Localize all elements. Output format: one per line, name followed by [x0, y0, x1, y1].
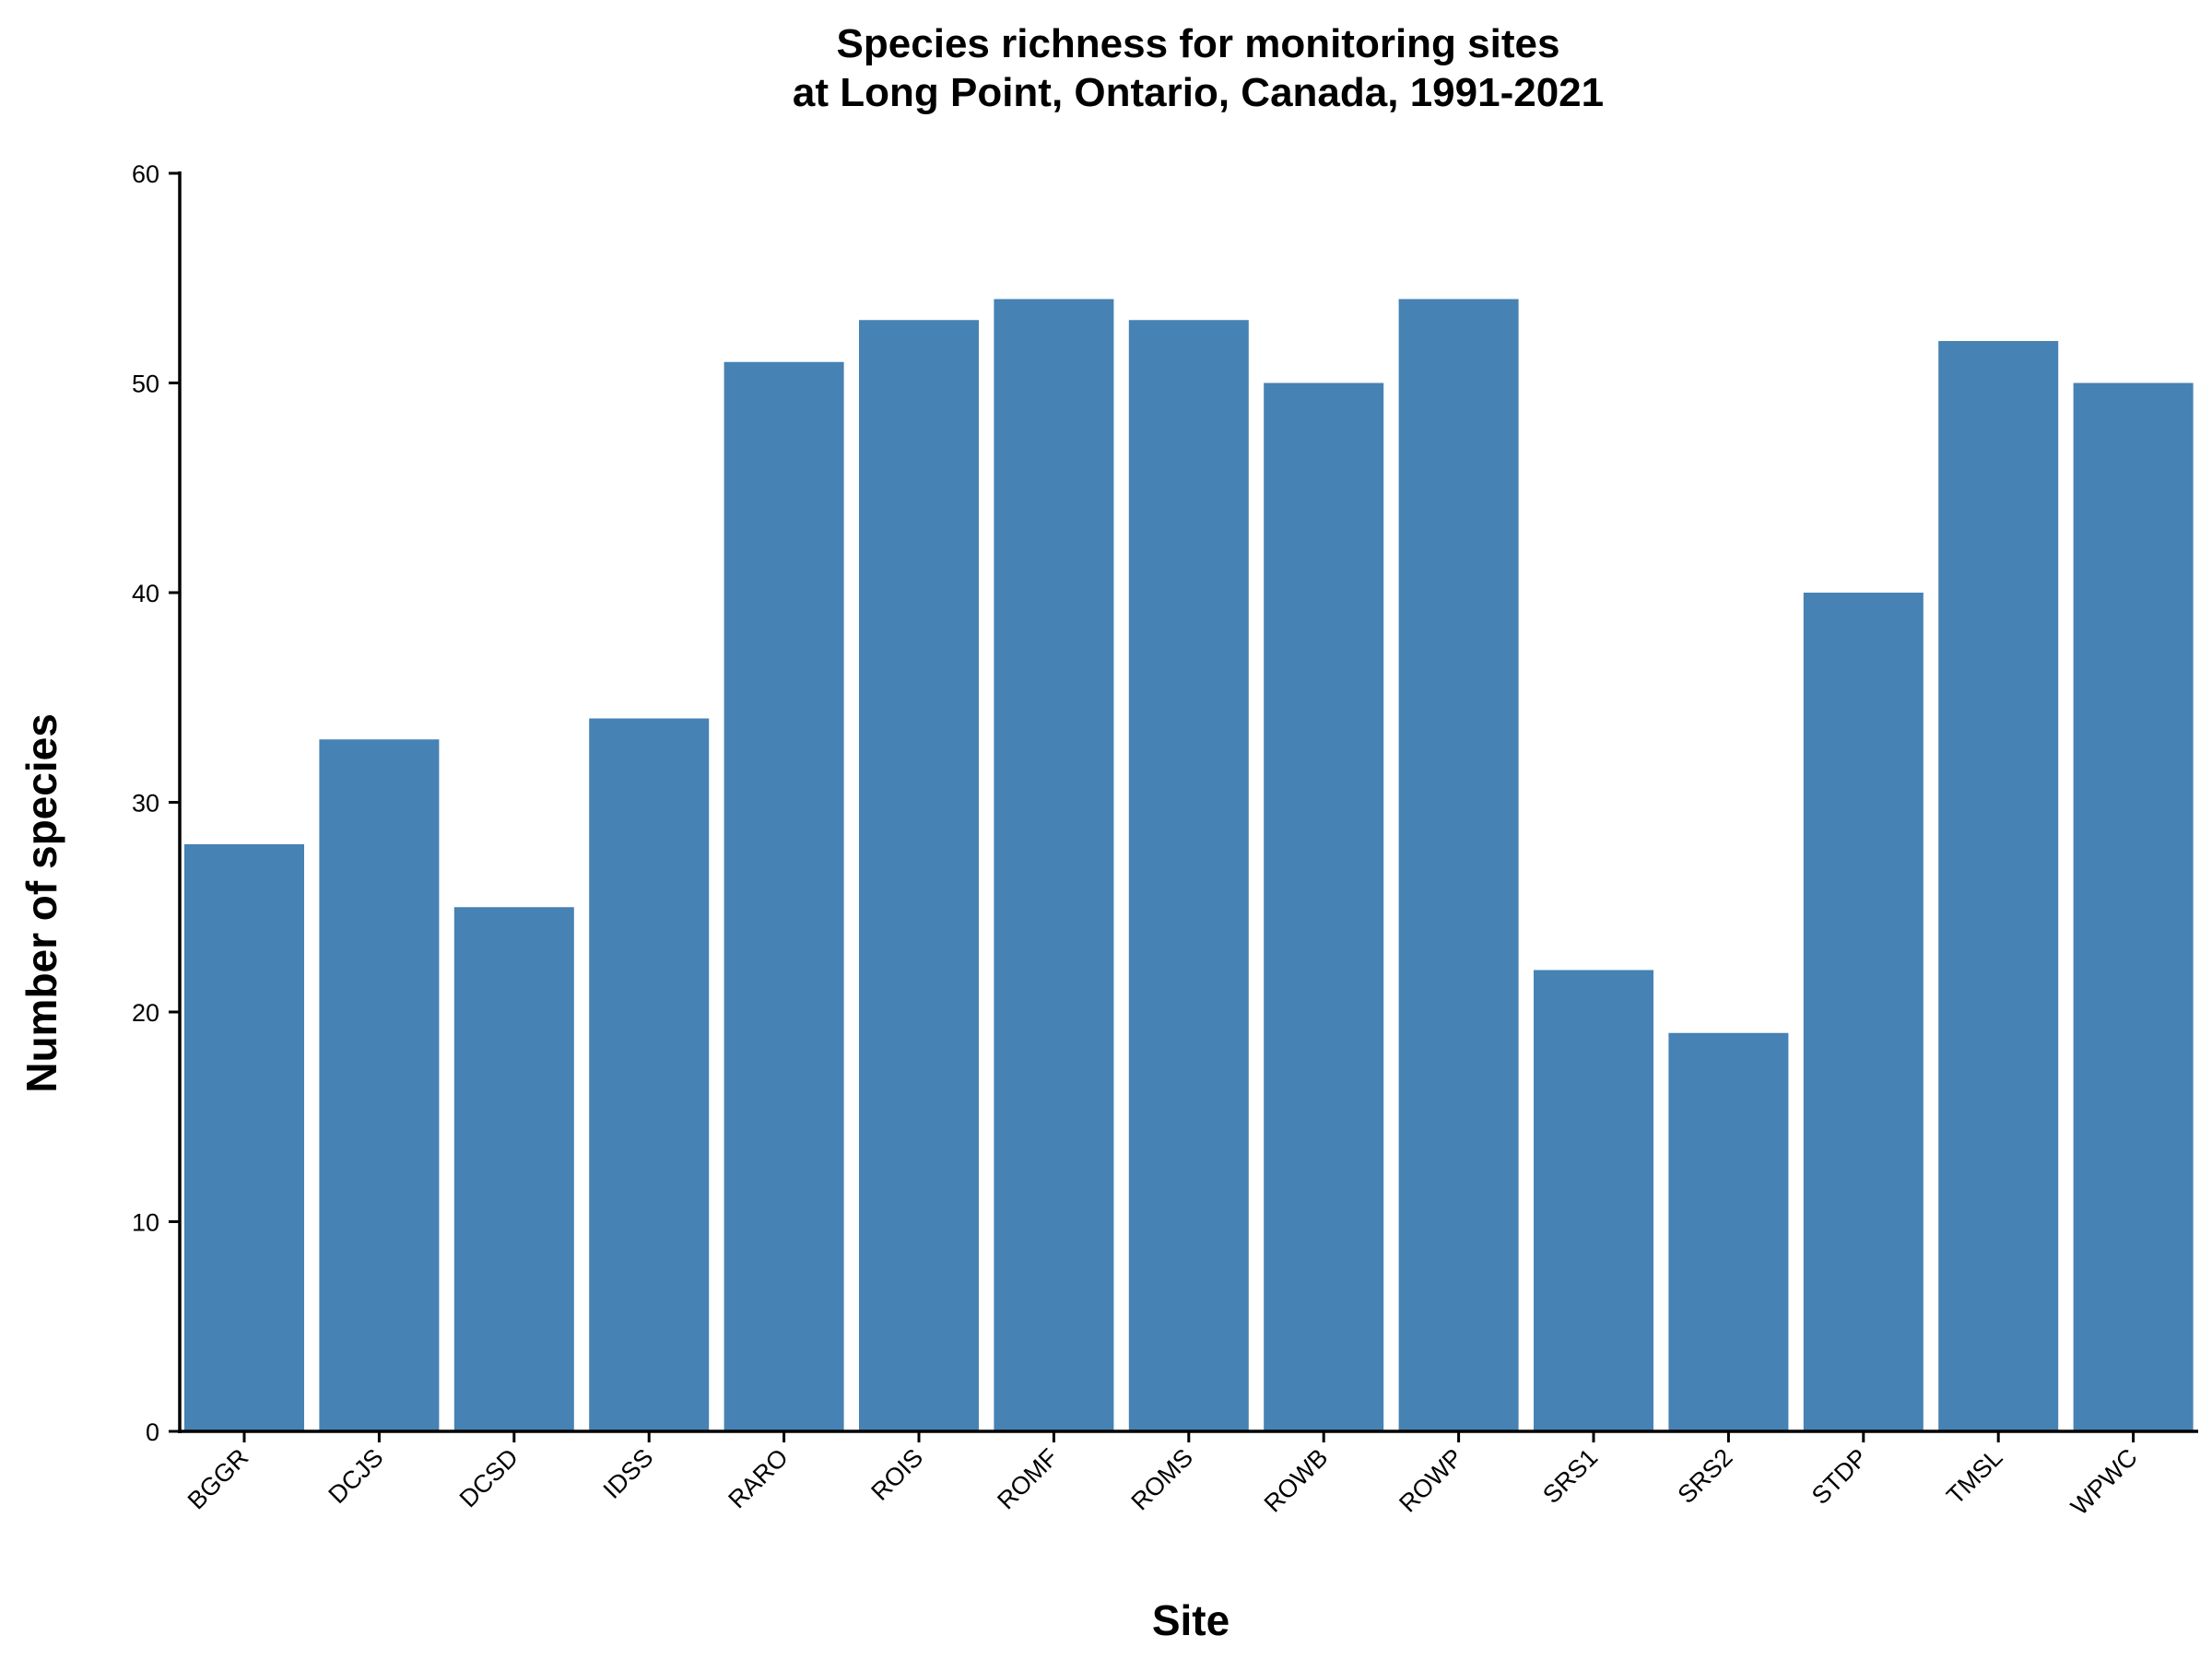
- bar-rois: [859, 320, 979, 1431]
- x-tick-label: IDSS: [598, 1443, 659, 1504]
- y-axis-ticks: 0 10 20 30 40 50 60: [132, 160, 180, 1446]
- bar-rowb: [1264, 382, 1384, 1431]
- y-tick-label: 10: [132, 1209, 159, 1237]
- x-tick-label: ROWB: [1259, 1443, 1334, 1518]
- x-tick-label: ROMS: [1126, 1443, 1198, 1515]
- x-axis-title: Site: [1152, 1596, 1230, 1644]
- bar-tmsl: [1938, 341, 2059, 1431]
- bar-wpwc: [2073, 382, 2194, 1431]
- y-tick-label: 30: [132, 790, 159, 818]
- bar-raro: [724, 361, 844, 1431]
- y-axis-title: Number of species: [18, 713, 65, 1093]
- chart-title-line2: at Long Point, Ontario, Canada, 1991-202…: [793, 70, 1604, 115]
- bar-dcsd: [453, 907, 574, 1431]
- x-tick-label: ROMF: [992, 1443, 1063, 1514]
- bar-stdp: [1803, 593, 1924, 1431]
- bar-idss: [589, 718, 710, 1431]
- y-tick-label: 40: [132, 580, 159, 607]
- x-tick-label: DCSD: [454, 1443, 524, 1512]
- x-tick-label: ROIS: [865, 1443, 928, 1506]
- bar-rowp: [1398, 299, 1519, 1431]
- x-tick-label: STDP: [1806, 1443, 1873, 1510]
- y-tick-label: 20: [132, 999, 159, 1027]
- y-tick-label: 0: [146, 1418, 159, 1446]
- bar-dcjs: [319, 739, 440, 1431]
- chart-title-line1: Species richness for monitoring sites: [837, 21, 1560, 66]
- x-tick-label: SRS1: [1537, 1443, 1603, 1509]
- x-tick-label: SRS2: [1673, 1443, 1738, 1509]
- bars-group: [184, 299, 2194, 1431]
- bar-srs2: [1668, 1032, 1789, 1431]
- x-tick-label: RARO: [723, 1443, 793, 1513]
- x-tick-label: BGGR: [182, 1443, 253, 1514]
- x-axis-ticks: BGGR DCJS DCSD IDSS RARO ROIS ROMF ROMS ROWB ROWP…: [182, 1431, 2143, 1521]
- y-tick-label: 60: [132, 160, 159, 188]
- bar-roms: [1128, 320, 1249, 1431]
- bar-romf: [994, 299, 1114, 1431]
- bar-srs1: [1534, 970, 1653, 1431]
- x-tick-label: WPWC: [2065, 1443, 2143, 1521]
- x-tick-label: TMSL: [1941, 1443, 2007, 1510]
- bar-bggr: [184, 844, 304, 1431]
- x-tick-label: ROWP: [1394, 1443, 1468, 1518]
- x-tick-label: DCJS: [324, 1443, 389, 1509]
- y-tick-label: 50: [132, 371, 159, 398]
